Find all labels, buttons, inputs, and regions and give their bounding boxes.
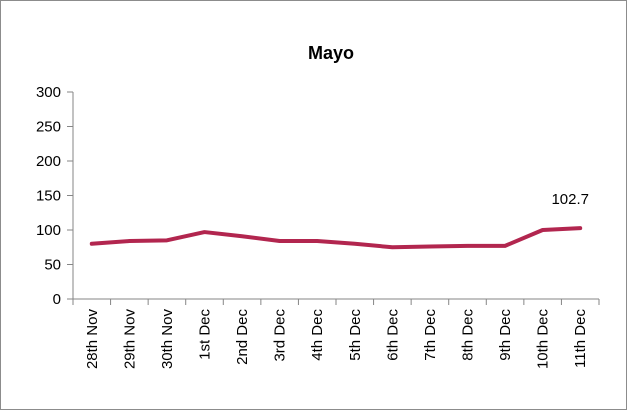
x-tick-label: 30th Nov [159,309,176,370]
data-point [127,239,131,243]
x-tick-label: 3rd Dec [272,309,289,362]
y-axis-ticks: 0 50 100 150 200 250 300 [36,84,73,308]
data-point [165,238,169,242]
data-point [315,239,319,243]
y-tick-label: 50 [44,257,61,274]
data-point [390,245,394,249]
data-point [466,244,469,248]
x-tick-label: 28th Nov [84,309,101,370]
y-tick-label: 150 [36,188,61,205]
x-tick-label: 4th Dec [309,309,326,361]
y-tick-label: 300 [36,84,61,101]
data-label: 102.7 [551,191,589,208]
x-tick-label: 2nd Dec [234,309,251,365]
data-labels: 102.7 [551,191,589,208]
chart-title: Mayo [308,43,354,63]
x-tick-label: 6th Dec [384,309,401,361]
y-tick-label: 250 [36,119,61,136]
x-tick-label: 7th Dec [422,309,439,361]
data-point [203,230,206,234]
data-point [428,245,432,249]
x-axis-ticks: 28th Nov 29th Nov 30th Nov 1st Dec 2nd Dec 3r… [72,299,600,370]
data-point [353,242,357,246]
x-tick-label: 8th Dec [460,309,477,361]
data-point [90,242,94,246]
data-point [240,234,244,238]
y-tick-label: 0 [53,291,61,308]
data-point [503,244,507,248]
x-tick-label: 11th Dec [572,309,589,368]
x-tick-label: 1st Dec [197,309,214,360]
data-point [278,239,282,243]
y-tick-label: 100 [36,222,61,239]
series-layer [89,226,583,250]
x-tick-label: 5th Dec [347,309,364,361]
x-tick-label: 10th Dec [535,309,552,370]
x-tick-label: 29th Nov [121,309,138,370]
data-point [541,228,545,232]
x-tick-label: 9th Dec [497,309,514,361]
y-tick-label: 200 [36,153,61,170]
series-line [89,226,583,250]
data-point [578,226,582,230]
